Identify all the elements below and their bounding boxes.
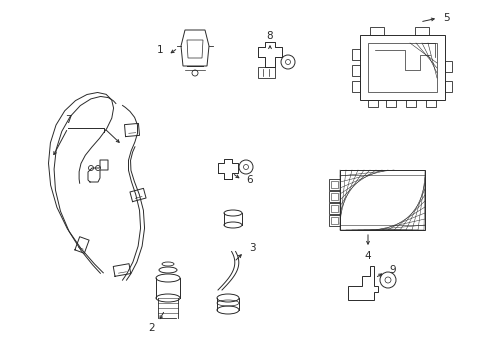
Text: 6: 6 [246,175,253,185]
Text: 5: 5 [442,13,448,23]
Text: 9: 9 [389,265,395,275]
Text: 3: 3 [248,243,255,253]
Text: 2: 2 [148,323,155,333]
Text: 7: 7 [64,115,71,125]
Text: 8: 8 [266,31,273,41]
Text: 4: 4 [364,251,370,261]
Text: 1: 1 [156,45,163,55]
